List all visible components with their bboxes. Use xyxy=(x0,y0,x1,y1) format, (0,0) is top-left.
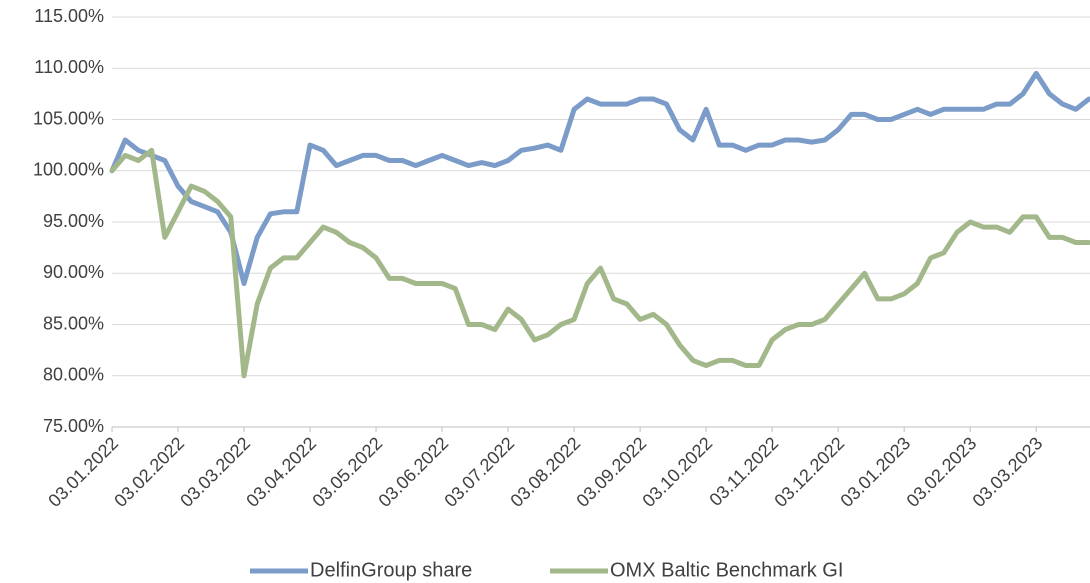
y-tick-label: 85.00% xyxy=(43,313,104,333)
x-tick-label: 03.08.2022 xyxy=(506,433,584,511)
x-tick-label: 03.02.2022 xyxy=(110,433,188,511)
x-tick-label: 03.07.2022 xyxy=(440,433,518,511)
x-tick-label: 03.03.2023 xyxy=(969,433,1047,511)
x-tick-label: 03.01.2023 xyxy=(837,433,915,511)
x-tick-label: 03.09.2022 xyxy=(572,433,650,511)
x-tick-label: 03.03.2022 xyxy=(176,433,254,511)
y-tick-label: 80.00% xyxy=(43,365,104,385)
y-tick-label: 100.00% xyxy=(33,160,104,180)
legend-label: OMX Baltic Benchmark GI xyxy=(610,559,843,581)
y-tick-label: 75.00% xyxy=(43,416,104,436)
series-line xyxy=(109,70,1090,286)
x-tick-label: 03.12.2022 xyxy=(770,433,848,511)
x-tick-label: 03.02.2023 xyxy=(903,433,981,511)
y-tick-label: 90.00% xyxy=(43,262,104,282)
x-tick-label: 03.04.2022 xyxy=(242,433,320,511)
y-tick-label: 115.00% xyxy=(34,6,104,26)
x-tick-label: 03.01.2022 xyxy=(44,433,122,511)
y-tick-label: 110.00% xyxy=(34,57,104,77)
y-tick-label: 105.00% xyxy=(33,108,104,128)
series-line xyxy=(109,147,1090,379)
y-tick-label: 95.00% xyxy=(43,211,104,231)
legend-label: DelfinGroup share xyxy=(310,559,472,581)
x-tick-label: 03.10.2022 xyxy=(638,433,716,511)
x-tick-label: 03.05.2022 xyxy=(308,433,386,511)
x-tick-label: 03.06.2022 xyxy=(374,433,452,511)
